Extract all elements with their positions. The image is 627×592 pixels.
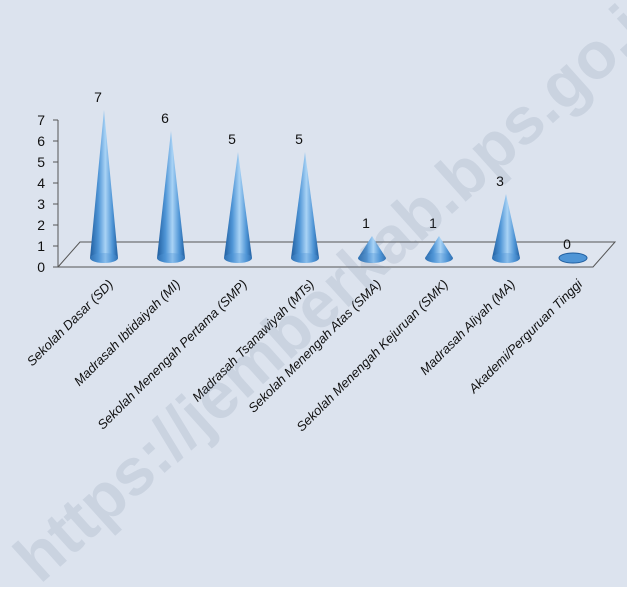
cone-body [224,152,252,263]
cone-bar [425,236,453,263]
data-label: 1 [362,215,370,231]
data-labels: 7 6 5 5 1 1 3 0 [94,89,571,252]
y-tick-label: 6 [37,133,45,149]
cone-base [358,253,386,263]
data-label: 1 [429,215,437,231]
cone-body [90,110,118,263]
y-axis: 0 1 2 3 4 5 6 7 [37,112,59,275]
y-tick-label: 4 [37,175,45,191]
y-tick-label: 2 [37,217,45,233]
cone-body [492,194,520,263]
y-tick-label: 1 [37,238,45,254]
cone-bar [558,252,588,264]
cone-body [425,236,453,263]
y-tick-label: 0 [37,259,45,275]
cone-base [224,253,252,263]
cone-bar [358,236,386,263]
cone-base [492,253,520,263]
y-tick-label: 3 [37,196,45,212]
cone-bar [90,110,118,263]
y-tick-label: 5 [37,154,45,170]
data-label: 3 [496,173,504,189]
cone-bar [291,152,319,263]
y-tick-label: 7 [37,112,45,128]
chart-floor [56,241,617,268]
cone-base [291,253,319,263]
cone-base [90,253,118,263]
cone-body [291,152,319,263]
data-label: 7 [94,89,102,105]
cone-bar [492,194,520,263]
data-label: 6 [161,110,169,126]
cone-bar [157,131,185,263]
cone-series [90,110,588,264]
cone-body [358,236,386,263]
data-label: 5 [228,131,236,147]
data-label: 0 [563,236,571,252]
cone-body [157,131,185,263]
cone-bar [224,152,252,263]
data-label: 5 [295,131,303,147]
cone-base [157,253,185,263]
cone-base [425,253,453,263]
